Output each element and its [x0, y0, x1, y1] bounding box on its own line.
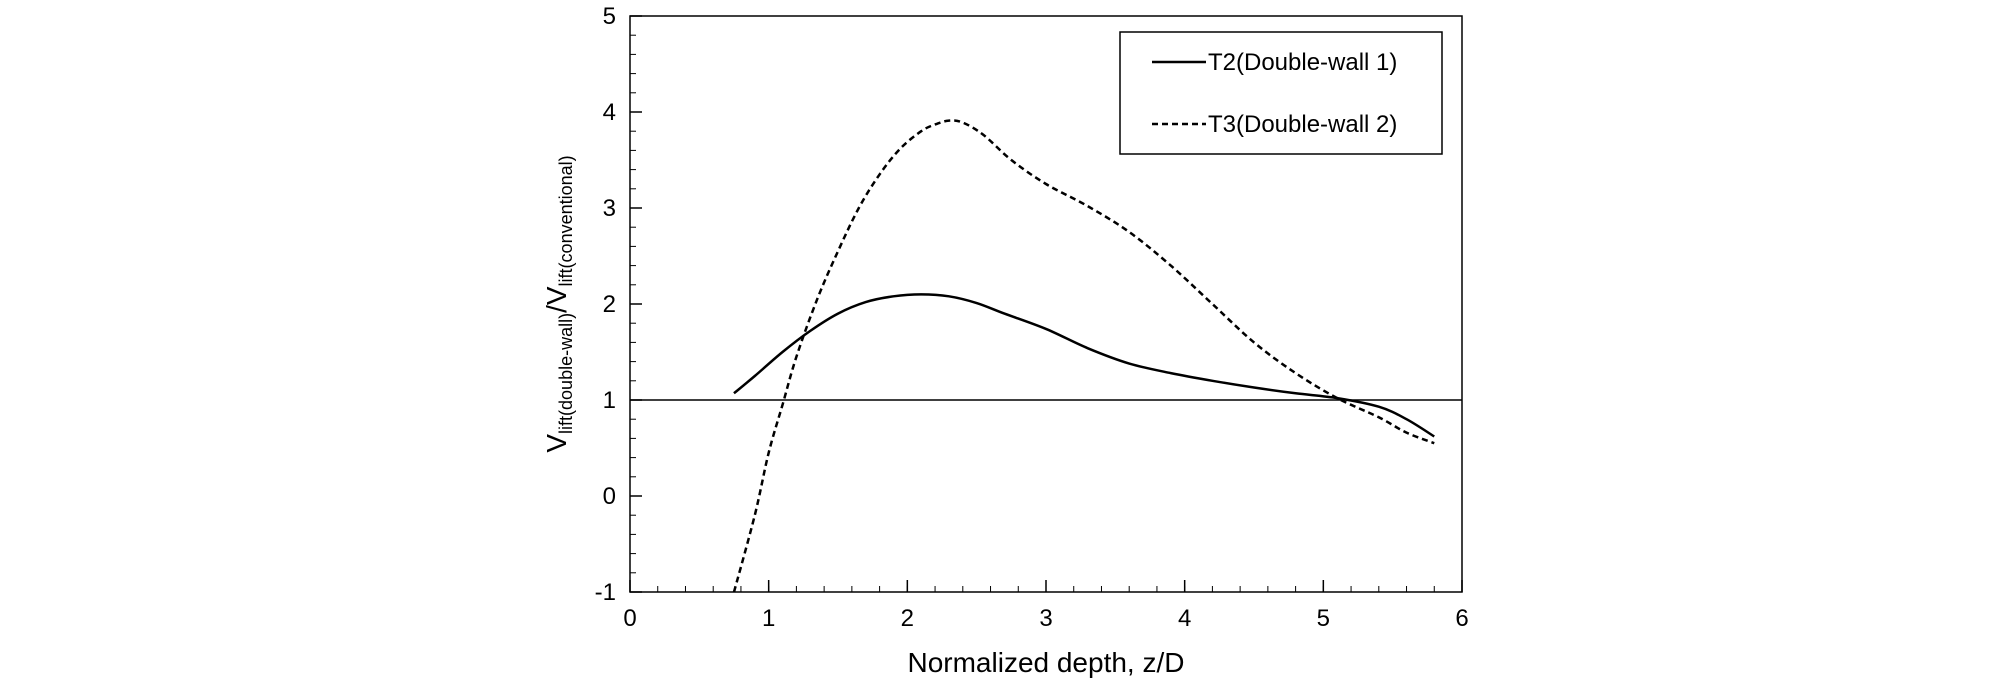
legend-entries: T2(Double-wall 1) T3(Double-wall 2) [1152, 49, 1397, 138]
x-tick-label: 6 [1455, 605, 1468, 632]
series-line-1 [733, 293, 1435, 438]
y-axis-title: Vlift(double-wall)/Vlift(conventional) [541, 155, 576, 452]
x-axis-title: Normalized depth, z/D [907, 647, 1184, 678]
x-tick-label: 4 [1178, 605, 1191, 632]
y-tick-label: 0 [603, 483, 616, 510]
y-tick-labels: -1 0 1 2 3 4 5 [595, 3, 616, 606]
legend-box [1119, 31, 1443, 155]
y-axis-title-part: lift(double-wall) [556, 313, 576, 434]
y-axis-title-part: lift(conventional) [556, 155, 576, 286]
y-tick-label: -1 [595, 579, 616, 606]
y-axis-title-part: /V [541, 286, 572, 313]
x-tick-label: 5 [1317, 605, 1330, 632]
y-tick-label: 1 [603, 387, 616, 414]
legend-label-2: T3(Double-wall 2) [1208, 111, 1397, 138]
legend-label-1: T2(Double-wall 1) [1208, 49, 1397, 76]
y-tick-label: 5 [603, 3, 616, 30]
x-tick-label: 3 [1039, 605, 1052, 632]
x-tick-label: 2 [901, 605, 914, 632]
x-tick-label: 0 [623, 605, 636, 632]
legend: T2(Double-wall 1) T3(Double-wall 2) [1119, 31, 1443, 155]
y-tick-label: 4 [603, 99, 616, 126]
series-lines [732, 119, 1435, 593]
x-tick-labels: 0 1 2 3 4 5 6 [623, 605, 1468, 632]
series-line-2 [732, 119, 1435, 593]
y-axis-title-part: V [541, 434, 572, 453]
y-tick-label: 2 [603, 291, 616, 318]
y-tick-label: 3 [603, 195, 616, 222]
x-tick-label: 1 [762, 605, 775, 632]
